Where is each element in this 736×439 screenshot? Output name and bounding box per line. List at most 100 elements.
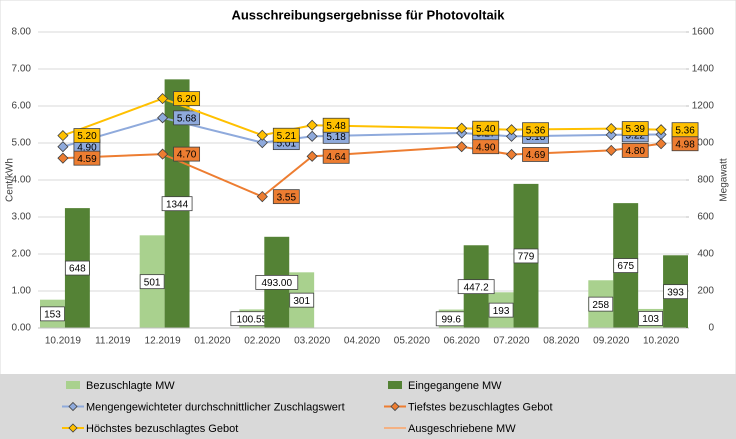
bar-label-box xyxy=(588,296,614,312)
point-label: 5.01 xyxy=(277,138,297,149)
y-tick-label: 3.00 xyxy=(12,212,32,223)
point xyxy=(256,191,268,203)
point xyxy=(505,148,518,161)
point-label: 4.64 xyxy=(326,152,346,163)
bar-label: 1344 xyxy=(166,199,189,210)
point xyxy=(605,129,617,141)
y2-tick-label: 1200 xyxy=(692,101,715,112)
legend-label: Tiefstes bezuschlagtes Gebot xyxy=(408,401,553,413)
point-label: 3.55 xyxy=(277,192,297,203)
bar-label: 648 xyxy=(69,264,86,275)
y2-tick-label: 200 xyxy=(697,286,714,297)
x-tick-label: 12.2019 xyxy=(145,336,182,347)
y-tick-label: 0.00 xyxy=(12,323,32,334)
point-label: 4.69 xyxy=(526,150,546,161)
chart-title: Ausschreibungsergebnisse für Photovoltai… xyxy=(231,7,505,22)
point xyxy=(57,141,69,153)
legend-marker xyxy=(68,423,78,433)
point xyxy=(306,150,318,162)
y-tick-label: 5.00 xyxy=(12,138,32,149)
point xyxy=(57,152,69,164)
bar-label-box xyxy=(513,248,539,264)
point xyxy=(456,141,468,153)
point-label-box xyxy=(472,139,500,155)
bar-label: 501 xyxy=(144,277,161,288)
point-label: 4.80 xyxy=(625,146,645,157)
point-label: 5.39 xyxy=(625,124,645,135)
point-label-box xyxy=(472,120,500,136)
x-tick-label: 09.2020 xyxy=(593,336,630,347)
point xyxy=(605,123,617,135)
y-tick-label: 4.00 xyxy=(12,175,32,186)
y2-axis-label: Megawatt xyxy=(719,158,730,202)
point-label: 5.36 xyxy=(675,125,695,136)
point xyxy=(655,138,667,150)
y-tick-label: 8.00 xyxy=(12,27,32,38)
point xyxy=(306,119,318,131)
bar-label: 393 xyxy=(667,287,684,298)
point xyxy=(456,122,468,134)
x-tick-label: 01.2020 xyxy=(194,336,231,347)
point-label-box xyxy=(621,142,649,158)
point xyxy=(157,148,169,160)
bar-label-box xyxy=(663,284,688,300)
bar-label-box xyxy=(255,274,299,290)
y-tick-label: 6.00 xyxy=(12,101,32,112)
point-label-box xyxy=(522,122,549,138)
bar-label-box xyxy=(488,302,514,318)
legend-label: Mengengewichteter durchschnittlicher Zus… xyxy=(86,401,345,413)
legend-marker xyxy=(390,401,400,412)
bar-label: 447.2 xyxy=(464,282,489,293)
y-tick-label: 7.00 xyxy=(12,64,32,75)
bar-label: 779 xyxy=(518,252,535,263)
x-tick-label: 03.2020 xyxy=(294,336,331,347)
legend-label: Höchstes bezuschlagtes Gebot xyxy=(86,423,238,435)
point xyxy=(605,144,617,156)
x-tick-label: 06.2020 xyxy=(444,336,481,347)
point-label: 5.40 xyxy=(476,124,496,135)
point-label: 4.59 xyxy=(77,154,97,165)
bar-label-box xyxy=(289,292,315,308)
point-label-box xyxy=(621,121,649,136)
point-label: 5.18 xyxy=(326,132,346,143)
point xyxy=(57,130,69,142)
x-tick-label: 11.2019 xyxy=(95,336,131,347)
bar-label: 193 xyxy=(493,306,510,317)
x-tick-label: 05.2020 xyxy=(394,336,431,347)
point xyxy=(655,124,667,136)
point xyxy=(505,130,518,142)
point-label: 5.36 xyxy=(526,125,546,136)
point xyxy=(157,93,169,105)
y-tick-label: 2.00 xyxy=(12,249,32,260)
point-label-box xyxy=(322,148,350,164)
bar-label-box xyxy=(457,279,495,295)
y-axis-label: Cent/kWh xyxy=(5,158,16,202)
x-tick-label: 02.2020 xyxy=(244,336,281,347)
point-label: 4.70 xyxy=(177,150,197,161)
x-tick-label: 10.2020 xyxy=(643,336,680,347)
legend-label: Ausgeschriebene MW xyxy=(408,423,516,435)
y2-tick-label: 400 xyxy=(697,249,714,260)
legend-swatch xyxy=(66,381,80,389)
point-label-box xyxy=(322,117,350,133)
legend-label: Bezuschlagte MW xyxy=(86,380,175,392)
point-label: 4.90 xyxy=(77,142,97,153)
legend-background xyxy=(0,374,736,439)
point-label-box xyxy=(173,110,201,126)
point-label-box xyxy=(272,189,300,205)
point-label-box xyxy=(272,127,300,143)
point-label-box xyxy=(173,91,201,106)
point xyxy=(256,137,268,149)
point-label: 4.98 xyxy=(675,139,695,150)
bar-label-box xyxy=(40,306,65,322)
point-label-box xyxy=(73,150,101,166)
point-label: 5.68 xyxy=(177,113,197,124)
bar-label: 100.55 xyxy=(237,314,268,325)
x-tick-label: 08.2020 xyxy=(543,336,580,347)
y2-tick-label: 600 xyxy=(697,212,714,223)
point xyxy=(157,112,169,124)
x-tick-label: 04.2020 xyxy=(344,336,381,347)
point-label: 5.21 xyxy=(277,131,297,142)
y2-tick-label: 1000 xyxy=(692,138,715,149)
